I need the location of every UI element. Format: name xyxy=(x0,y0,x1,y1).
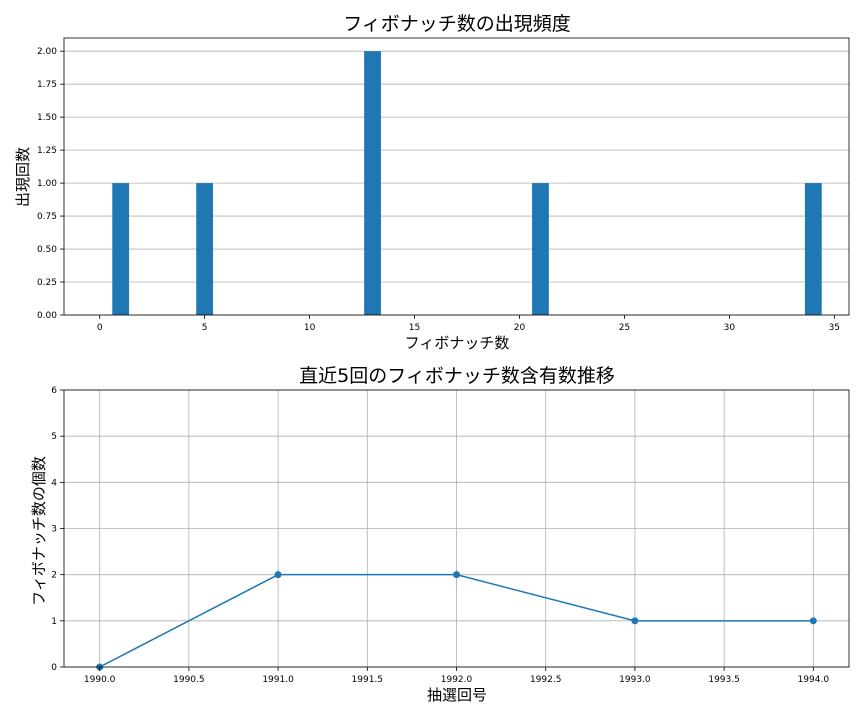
chart2-y-tick-label: 0 xyxy=(51,663,57,673)
chart2-x-tick-label: 1991.5 xyxy=(352,675,384,685)
chart1-title: フィボナッチ数の出現頻度 xyxy=(343,13,571,35)
chart2-y-label: フィボナッチ数の個数 xyxy=(30,456,48,606)
chart2-y-tick-label: 5 xyxy=(51,432,57,442)
chart1-x-tick-label: 5 xyxy=(202,323,208,333)
chart1-x-label: フィボナッチ数 xyxy=(405,334,510,352)
frequency-chart: フィボナッチ数の出現頻度 0 5 10 15 20 25 30 35 0.00 0.25 0.50… xyxy=(14,13,850,352)
chart1-y-ticks: 0.00 0.25 0.50 0.75 1.00 1.25 1.50 1.75 2.00 xyxy=(37,47,64,321)
chart1-x-ticks: 0 5 10 15 20 25 30 35 xyxy=(97,315,840,333)
chart2-y-tick-label: 4 xyxy=(51,478,57,488)
chart1-y-tick-label: 1.00 xyxy=(37,179,57,189)
chart1-bar xyxy=(112,183,130,315)
chart2-point xyxy=(453,571,460,579)
chart2-y-tick-label: 6 xyxy=(51,386,57,396)
chart2-x-tick-label: 1994.0 xyxy=(798,675,830,685)
chart2-x-tick-label: 1992.5 xyxy=(530,675,562,685)
chart2-y-tick-label: 1 xyxy=(51,617,57,627)
chart1-plot-area xyxy=(63,37,850,316)
chart1-grid xyxy=(64,50,849,316)
chart2-x-tick-label: 1993.5 xyxy=(708,675,740,685)
chart2-y-tick-label: 3 xyxy=(51,525,57,535)
chart1-y-tick-label: 1.50 xyxy=(37,113,57,123)
chart2-point xyxy=(274,571,282,579)
chart1-y-tick-label: 0.25 xyxy=(37,278,57,288)
chart1-y-tick-label: 0.75 xyxy=(37,212,57,222)
chart1-bar xyxy=(196,183,214,315)
chart1-x-tick-label: 35 xyxy=(829,323,840,333)
chart1-bar xyxy=(804,183,822,315)
chart2-x-tick-label: 1992.0 xyxy=(441,675,473,685)
chart2-x-tick-label: 1993.0 xyxy=(619,675,651,685)
chart1-x-tick-label: 25 xyxy=(619,323,630,333)
chart2-series xyxy=(96,571,817,671)
chart2-point xyxy=(809,617,817,625)
chart1-x-tick-label: 30 xyxy=(724,323,736,333)
chart2-x-ticks: 1990.0 1990.5 1991.0 1991.5 1992.0 1992.5 1993… xyxy=(84,667,829,685)
chart2-grid xyxy=(64,389,849,668)
chart2-x-label: 抽選回号 xyxy=(427,686,487,704)
chart1-bar xyxy=(364,51,381,315)
chart1-x-tick-label: 15 xyxy=(409,323,420,333)
chart1-bars xyxy=(112,51,822,315)
chart2-title: 直近5回のフィボナッチ数含有数推移 xyxy=(299,365,615,387)
chart1-x-tick-label: 10 xyxy=(304,323,316,333)
chart1-y-label: 出現回数 xyxy=(14,147,32,207)
chart1-x-tick-label: 0 xyxy=(97,323,103,333)
chart2-x-tick-label: 1990.0 xyxy=(84,675,116,685)
chart2-y-ticks: 0 1 2 3 4 5 6 xyxy=(51,386,64,673)
chart1-y-tick-label: 2.00 xyxy=(37,47,57,57)
chart1-y-tick-label: 1.75 xyxy=(37,80,57,90)
trend-chart: 直近5回のフィボナッチ数含有数推移 1990.0 1990.5 1991.0 1991… xyxy=(30,365,850,704)
chart1-x-tick-label: 20 xyxy=(514,323,526,333)
chart1-bar xyxy=(532,183,549,315)
chart2-x-tick-label: 1991.0 xyxy=(262,675,294,685)
chart2-x-tick-label: 1990.5 xyxy=(173,675,205,685)
chart2-point xyxy=(631,617,639,625)
chart1-y-tick-label: 0.50 xyxy=(37,245,57,255)
chart1-y-tick-label: 1.25 xyxy=(37,146,57,156)
chart1-y-tick-label: 0.00 xyxy=(37,311,57,321)
chart2-y-tick-label: 2 xyxy=(51,571,57,581)
